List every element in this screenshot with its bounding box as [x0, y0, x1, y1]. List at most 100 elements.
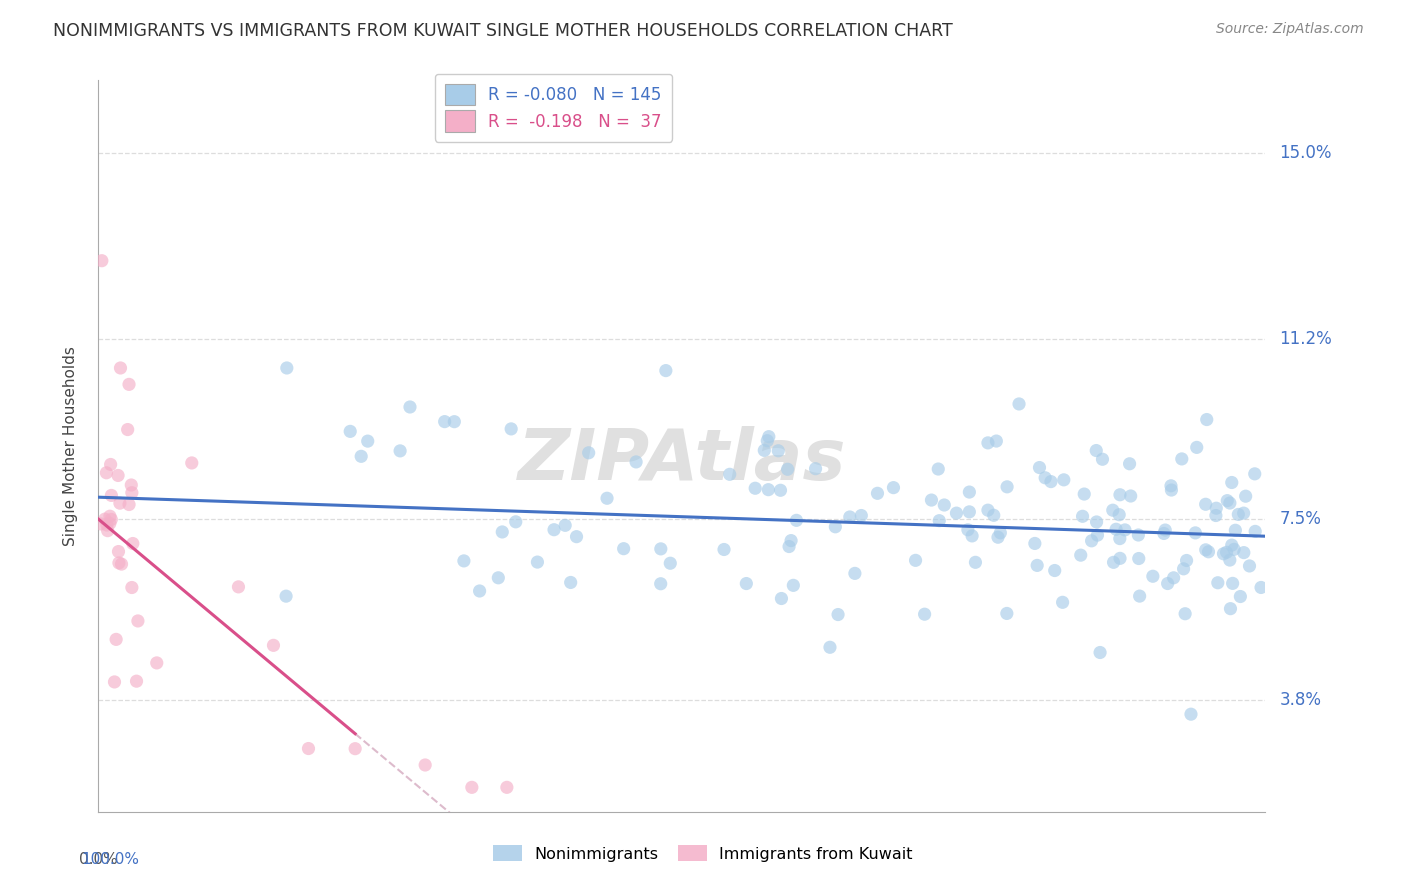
- Point: [107, 468, 129, 483]
- Point: [650, 576, 672, 591]
- Point: [228, 580, 250, 594]
- Point: [105, 632, 128, 647]
- Point: [957, 505, 980, 519]
- Point: [1128, 528, 1150, 542]
- Point: [866, 486, 889, 500]
- Point: [1220, 538, 1243, 552]
- Text: 3.8%: 3.8%: [1279, 690, 1322, 708]
- Point: [120, 478, 142, 492]
- Point: [655, 363, 678, 377]
- Point: [127, 614, 149, 628]
- Point: [1171, 451, 1194, 466]
- Point: [1163, 571, 1185, 585]
- Point: [851, 508, 873, 523]
- Point: [960, 529, 983, 543]
- Point: [659, 556, 682, 570]
- Point: [1052, 595, 1074, 609]
- Point: [1053, 473, 1076, 487]
- Text: 15.0%: 15.0%: [1279, 145, 1331, 162]
- Point: [357, 434, 380, 449]
- Point: [96, 466, 118, 480]
- Point: [914, 607, 936, 622]
- Point: [453, 554, 475, 568]
- Point: [1250, 581, 1272, 595]
- Point: [1109, 551, 1132, 566]
- Point: [1184, 525, 1206, 540]
- Point: [100, 512, 122, 526]
- Point: [1233, 546, 1256, 560]
- Legend: R = -0.080   N = 145, R =  -0.198   N =  37: R = -0.080 N = 145, R = -0.198 N = 37: [434, 74, 672, 142]
- Point: [1101, 503, 1123, 517]
- Point: [1033, 471, 1056, 485]
- Point: [596, 491, 619, 506]
- Point: [1088, 646, 1111, 660]
- Point: [468, 584, 491, 599]
- Point: [1244, 524, 1267, 539]
- Point: [776, 462, 799, 476]
- Point: [118, 498, 141, 512]
- Point: [756, 483, 779, 497]
- Point: [501, 422, 523, 436]
- Point: [97, 524, 120, 538]
- Point: [413, 758, 436, 772]
- Point: [486, 571, 509, 585]
- Point: [1229, 590, 1251, 604]
- Point: [1091, 452, 1114, 467]
- Point: [927, 462, 949, 476]
- Point: [1173, 562, 1195, 576]
- Point: [121, 581, 143, 595]
- Point: [934, 498, 956, 512]
- Point: [1119, 489, 1142, 503]
- Point: [1039, 475, 1062, 489]
- Point: [920, 493, 942, 508]
- Point: [110, 361, 132, 376]
- Point: [554, 518, 576, 533]
- Point: [1243, 467, 1265, 481]
- Point: [838, 510, 860, 524]
- Point: [756, 434, 779, 448]
- Point: [1185, 441, 1208, 455]
- Point: [1108, 508, 1130, 522]
- Point: [778, 540, 800, 554]
- Point: [1233, 506, 1256, 520]
- Point: [262, 638, 284, 652]
- Point: [987, 530, 1010, 544]
- Point: [1239, 558, 1261, 573]
- Point: [1109, 488, 1132, 502]
- Point: [117, 423, 139, 437]
- Point: [1195, 497, 1218, 511]
- Point: [956, 523, 979, 537]
- Point: [904, 553, 927, 567]
- Point: [1070, 548, 1092, 562]
- Point: [1028, 460, 1050, 475]
- Point: [1222, 576, 1244, 591]
- Point: [1160, 483, 1182, 497]
- Point: [496, 780, 519, 795]
- Point: [977, 436, 1000, 450]
- Point: [1154, 523, 1177, 537]
- Point: [1128, 551, 1150, 566]
- Point: [1043, 564, 1066, 578]
- Point: [1212, 547, 1234, 561]
- Point: [882, 481, 904, 495]
- Point: [735, 576, 758, 591]
- Point: [1215, 545, 1237, 559]
- Point: [945, 506, 967, 520]
- Point: [785, 513, 807, 527]
- Point: [1175, 553, 1198, 567]
- Point: [560, 575, 582, 590]
- Point: [1205, 501, 1227, 516]
- Point: [995, 607, 1018, 621]
- Point: [443, 415, 465, 429]
- Point: [350, 450, 373, 464]
- Point: [1026, 558, 1049, 573]
- Point: [1174, 607, 1197, 621]
- Point: [744, 481, 766, 495]
- Point: [818, 640, 841, 655]
- Point: [769, 483, 792, 498]
- Point: [146, 656, 169, 670]
- Point: [718, 467, 741, 482]
- Point: [1008, 397, 1031, 411]
- Point: [1153, 526, 1175, 541]
- Point: [433, 415, 456, 429]
